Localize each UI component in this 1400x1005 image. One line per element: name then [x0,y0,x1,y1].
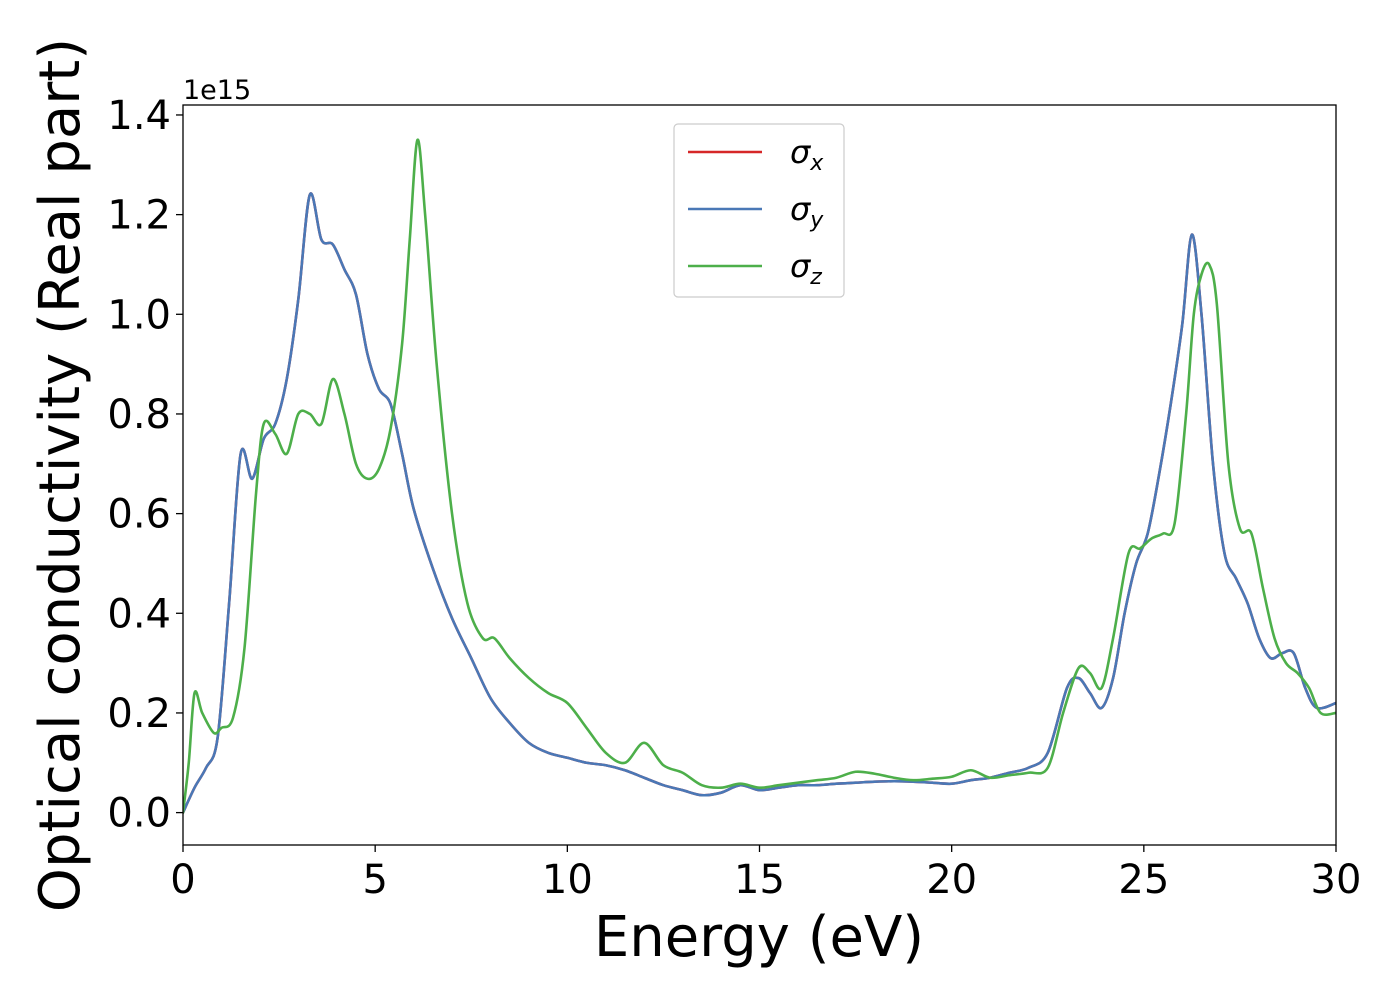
x-tick-label: 25 [1118,857,1169,903]
legend-box [673,123,845,298]
y-tick-label: 1.0 [107,292,171,338]
legend-label-x: σx [790,133,824,176]
y-tick-label: 0.8 [107,392,171,438]
series-layer [183,138,1336,814]
y-tick-label: 1.2 [107,193,171,239]
series-line-z [183,138,1336,814]
x-axis-title: Energy (eV) [594,905,924,970]
legend: σx σy σz [673,123,845,298]
x-axis: 0 5 10 15 20 25 30 [170,845,1361,903]
y-tick-label: 0.6 [107,492,171,538]
y-offset-label: 1e15 [183,75,251,106]
y-tick-label: 1.4 [107,93,171,139]
y-tick-label: 0.4 [107,591,171,637]
legend-label-y: σy [790,190,824,233]
y-tick-label: 0.2 [107,691,171,737]
y-tick-label: 0.0 [107,791,171,837]
y-axis-title: Optical conductivity (Real part) [28,38,93,912]
x-tick-label: 0 [170,857,195,903]
x-tick-label: 15 [734,857,785,903]
x-tick-label: 5 [362,857,387,903]
legend-label-z: σz [790,247,822,290]
x-tick-label: 20 [926,857,977,903]
x-tick-label: 10 [542,857,593,903]
x-tick-label: 30 [1311,857,1362,903]
y-axis: 0.0 0.2 0.4 0.6 0.8 1.0 1.2 1.4 [107,93,183,837]
series-line-y [183,192,1336,814]
